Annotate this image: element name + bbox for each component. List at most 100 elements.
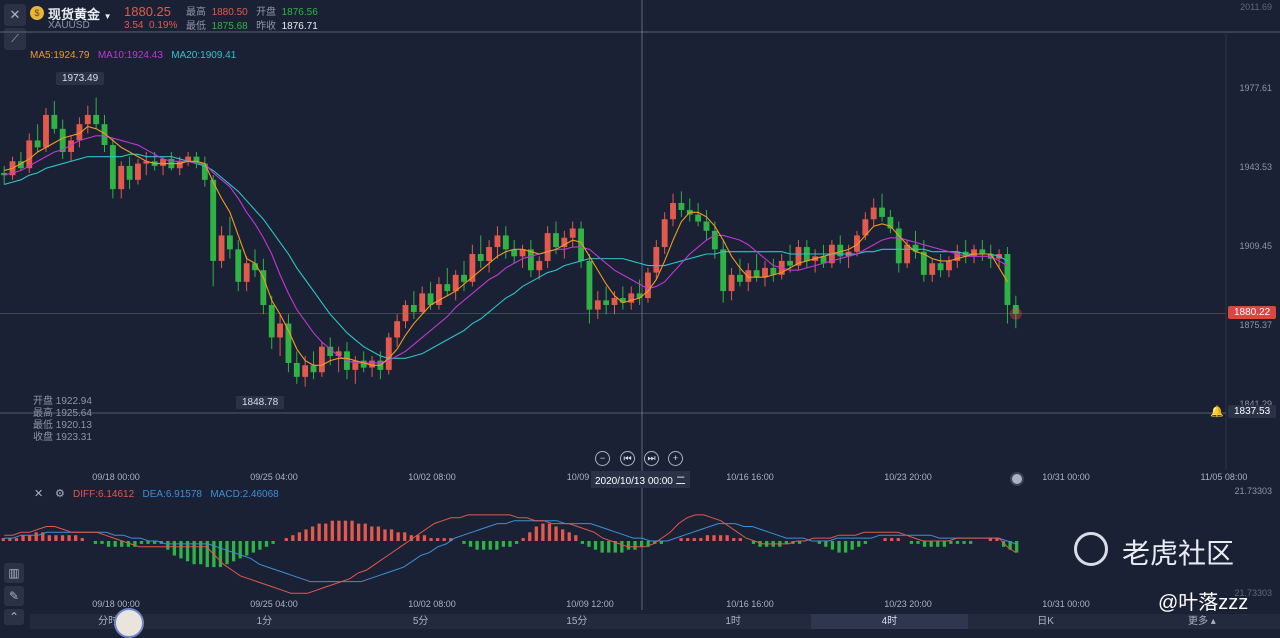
pen-icon[interactable]: ✎ [4,586,24,606]
tab-daily[interactable]: 日K [1037,616,1054,627]
drawing-tool-icon[interactable]: ⟋ [4,28,26,50]
candle-body [862,219,869,236]
zoom-out-button[interactable]: − [595,451,610,466]
candle-body [118,165,125,190]
tab-4hour[interactable]: 4时 [811,614,968,629]
candle-body [628,293,635,303]
macd-settings-icon[interactable]: ⚙ [55,488,65,500]
candle-body [1,172,8,176]
candle-body [653,247,660,273]
crosshair-price-tag: 1837.53 [1228,405,1277,418]
zoom-in-button[interactable]: + [668,451,683,466]
candle-body [762,267,768,278]
current-price-tag: 1880.22 [1228,306,1277,319]
crosshair-time-tag: 2020/10/13 00:00 二 [591,471,690,488]
candle-body [854,235,860,252]
time-axis-label: 11/05 08:00 [1201,472,1248,482]
bell-icon[interactable]: 🔔 [1210,406,1224,418]
candle-body [979,249,986,254]
interval-tab-bar: 分时 1分 5分 15分 1时 4时 日K 更多 ▴ [30,614,1280,629]
candle-body [252,263,258,271]
candle-body [427,293,434,305]
candle-body [745,270,752,282]
candles-group [1,97,1019,387]
macd-legend: DIFF:6.14612 DEA:6.91578 MACD:2.46068 [73,489,279,500]
tab-15min[interactable]: 15分 [566,616,588,627]
candle-body [670,202,676,220]
candle-body [302,365,309,377]
candle-body [619,298,626,303]
candle-body [318,346,325,373]
candle-body [736,274,743,282]
candle-body [419,293,426,312]
price-axis-tick: 1909.45 [1239,241,1272,251]
candle-body [787,260,794,266]
candle-body [335,351,342,356]
ma5-line [4,125,1008,366]
candle-body [68,140,74,153]
instrument-symbol: XAUUSD [48,20,90,31]
candle-body [544,233,551,261]
price-axis-tick: 1943.53 [1239,162,1272,172]
avatar[interactable] [114,608,144,638]
candle-body [394,321,401,338]
chevron-down-icon[interactable]: ▼ [103,12,112,21]
candle-body [912,244,919,252]
live-dot-icon[interactable] [1010,472,1024,486]
candle-body [603,300,610,305]
candle-body [636,293,643,299]
candle-body [109,145,116,190]
tab-5min[interactable]: 5分 [412,616,429,627]
candle-body [201,163,208,180]
candle-body [226,235,233,250]
price-axis-tick: 1977.61 [1239,83,1272,93]
candle-body [511,249,518,257]
tab-timeshare[interactable]: 分时 [98,616,119,627]
macd-close-icon[interactable]: ✕ [34,488,44,500]
candle-body [293,362,300,377]
chevron-up-icon[interactable]: ⌃ [4,609,24,625]
candle-body [185,156,192,162]
candle-body [235,249,242,282]
candle-body [728,274,735,292]
candle-body [904,244,911,264]
skip-forward-button[interactable]: ⏭ [644,451,659,466]
candle-body [703,221,710,231]
ma-legend: MA5:1924.79 MA10:1924.43 MA20:1909.41 [30,50,237,61]
macd-time-axis-label: 10/09 12:00 [566,599,614,609]
ohlc-close: 收盘 1923.31 [33,432,92,443]
price-axis-top-label: 2011.69 [1240,2,1272,12]
macd-dea-line [4,520,1016,583]
tab-1min[interactable]: 1分 [256,616,273,627]
max-price-annotation: 1973.49 [56,72,105,85]
candle-body [946,260,952,271]
min-price-annotation: 1848.78 [236,396,285,409]
candle-body [277,323,284,338]
macd-time-axis-label: 10/02 08:00 [408,599,456,609]
macd-time-axis-label: 09/18 00:00 [92,599,140,609]
skip-back-button[interactable]: ⏮ [620,451,635,466]
tiger-logo-icon [1074,532,1108,566]
macd-axis-bottom: 21.73303 [1234,588,1272,598]
candle-body [870,207,877,220]
candle-body [285,323,292,363]
indicator-icon[interactable]: ▥ [4,563,24,583]
candle-body [210,179,217,261]
candle-body [477,253,484,261]
close-icon[interactable]: ✕ [4,4,26,26]
candle-body [17,161,24,169]
candle-body [352,360,359,370]
ohlc-high: 最高 1925.64 [33,408,92,419]
candle-body [76,124,83,141]
instrument-name[interactable]: 现货黄金 ▼ [48,7,112,22]
candle-body [569,228,576,238]
time-axis-label: 09/25 04:00 [250,472,298,482]
tab-more[interactable]: 更多 ▴ [1187,616,1216,627]
candle-body [410,304,417,312]
price-axis-tick: 1841.29 [1239,399,1272,409]
candle-body [51,114,58,129]
last-price-glow [1009,307,1022,320]
tab-1hour[interactable]: 1时 [725,616,741,627]
macd-diff-line [4,514,1017,594]
